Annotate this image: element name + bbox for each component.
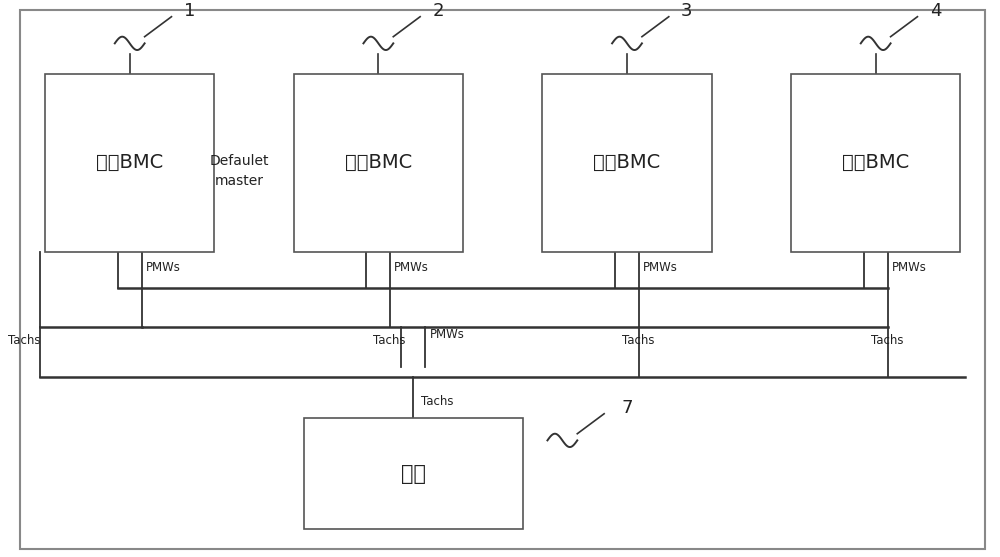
Text: PMWs: PMWs <box>146 261 180 273</box>
Text: 第二BMC: 第二BMC <box>345 153 412 172</box>
Bar <box>304 418 523 529</box>
Text: PMWs: PMWs <box>394 261 429 273</box>
Text: 第三BMC: 第三BMC <box>593 153 661 172</box>
Text: 7: 7 <box>621 399 633 417</box>
Bar <box>542 74 712 252</box>
Text: 2: 2 <box>432 2 444 20</box>
Text: 第四BMC: 第四BMC <box>842 153 909 172</box>
Text: 风扇: 风扇 <box>401 464 426 483</box>
Bar <box>45 74 214 252</box>
Text: Tachs: Tachs <box>871 334 903 347</box>
Text: Tachs: Tachs <box>622 334 655 347</box>
Text: Tachs: Tachs <box>8 334 40 347</box>
Bar <box>791 74 960 252</box>
Text: Tachs: Tachs <box>421 395 454 408</box>
Text: Tachs: Tachs <box>373 334 406 347</box>
Text: PMWs: PMWs <box>643 261 678 273</box>
Text: Defaulet
master: Defaulet master <box>209 154 269 188</box>
Text: PMWs: PMWs <box>892 261 926 273</box>
Text: 第一BMC: 第一BMC <box>96 153 163 172</box>
Text: PMWs: PMWs <box>430 329 465 341</box>
Bar <box>294 74 463 252</box>
Text: 1: 1 <box>184 2 195 20</box>
Text: 3: 3 <box>681 2 692 20</box>
Text: 4: 4 <box>930 2 941 20</box>
